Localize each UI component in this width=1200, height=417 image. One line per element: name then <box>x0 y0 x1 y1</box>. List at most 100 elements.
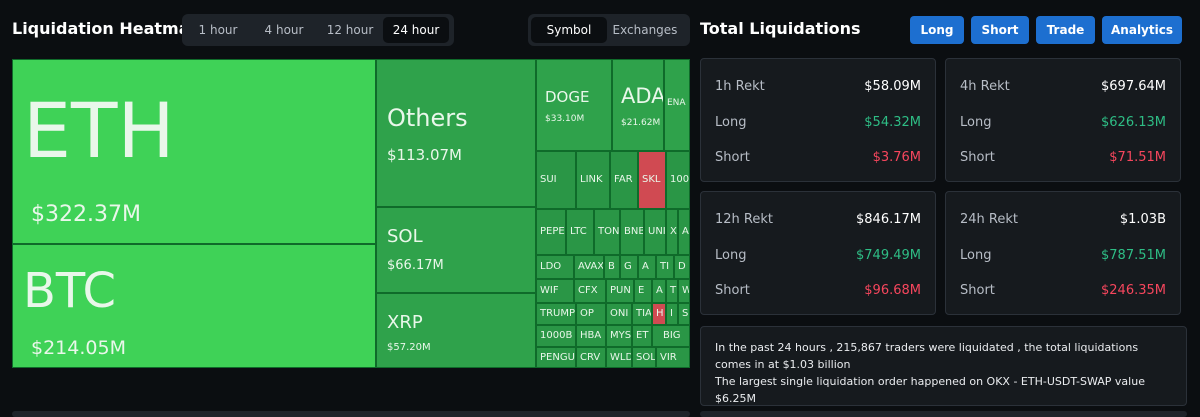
analytics-button[interactable]: Analytics <box>1102 16 1182 44</box>
treemap-cell-g[interactable]: G <box>620 255 638 279</box>
cell-symbol: SOL <box>387 226 423 247</box>
long-button[interactable]: Long <box>910 16 964 44</box>
treemap-cell-s[interactable]: S <box>678 303 690 325</box>
treemap-cell-100[interactable]: 100 <box>666 151 690 209</box>
cell-symbol: LDO <box>540 261 562 272</box>
treemap-cell-doge[interactable]: DOGE $33.10M <box>536 59 612 151</box>
cell-symbol: S <box>682 308 689 319</box>
treemap-cell-a[interactable]: A <box>638 255 656 279</box>
short-label: Short <box>715 150 750 165</box>
cell-symbol: XRP <box>387 312 423 333</box>
total-liquidations-title: Total Liquidations <box>700 19 861 38</box>
treemap-cell-xlm[interactable]: XLM <box>666 209 678 255</box>
treemap-cell-pepe[interactable]: PEPE <box>536 209 566 255</box>
treemap-cell-crv[interactable]: CRV <box>576 347 606 368</box>
treemap-cell-skl[interactable]: SKL <box>638 151 666 209</box>
cell-symbol: TI <box>660 261 670 272</box>
treemap-cell-sol[interactable]: SOL $66.17M <box>376 207 536 293</box>
treemap-cell-a2[interactable]: A <box>652 279 666 303</box>
cell-symbol: OP <box>580 308 594 319</box>
summary-line-2: The largest single liquidation order hap… <box>715 375 1145 405</box>
cell-symbol: CRV <box>580 352 601 363</box>
treemap-cell-ldo[interactable]: LDO <box>536 255 574 279</box>
treemap-cell-e[interactable]: E <box>634 279 652 303</box>
stats-card-title: 4h Rekt <box>960 79 1010 94</box>
treemap-cell-btc[interactable]: BTC $214.05M <box>12 244 376 368</box>
treemap-cell-mys[interactable]: MYS <box>606 325 632 347</box>
treemap-cell-pun[interactable]: PUN <box>606 279 634 303</box>
treemap-cell-link[interactable]: LINK <box>576 151 610 209</box>
treemap-cell-ar[interactable]: AR <box>678 209 690 255</box>
treemap-cell-vir[interactable]: VIR <box>656 347 690 368</box>
treemap-cell-pengu[interactable]: PENGU <box>536 347 576 368</box>
treemap-cell-1000b[interactable]: 1000B <box>536 325 576 347</box>
cell-value: $33.10M <box>545 114 585 124</box>
treemap-cell-sui[interactable]: SUI <box>536 151 576 209</box>
time-option-12h[interactable]: 12 hour <box>326 23 374 37</box>
cell-symbol: AVAX <box>578 261 604 272</box>
cell-symbol: SUI <box>540 174 557 185</box>
treemap-cell-ada[interactable]: ADA $21.62M <box>612 59 664 151</box>
treemap-cell-trump[interactable]: TRUMP <box>536 303 576 325</box>
treemap-cell-far[interactable]: FAR <box>610 151 638 209</box>
treemap-cell-i[interactable]: I <box>666 303 678 325</box>
treemap-cell-ena[interactable]: ENA <box>664 59 690 151</box>
treemap-cell-bnb[interactable]: BNB <box>620 209 644 255</box>
treemap-cell-oni[interactable]: ONI <box>606 303 632 325</box>
short-value: $246.35M <box>1101 283 1166 298</box>
treemap-cell-b[interactable]: B <box>604 255 620 279</box>
treemap-cell-ltc[interactable]: LTC <box>566 209 594 255</box>
stats-total-value: $846.17M <box>856 212 921 227</box>
treemap-cell-ti[interactable]: TI <box>656 255 674 279</box>
treemap-cell-xrp[interactable]: XRP $57.20M <box>376 293 536 368</box>
cell-symbol: 100 <box>670 174 690 185</box>
treemap-cell-d[interactable]: D <box>674 255 690 279</box>
treemap-cell-avax[interactable]: AVAX <box>574 255 604 279</box>
treemap-cell-w[interactable]: W <box>678 279 690 303</box>
cell-symbol: ETH <box>23 86 175 175</box>
treemap-cell-sol-small[interactable]: SOL <box>632 347 656 368</box>
treemap-cell-wif[interactable]: WIF <box>536 279 574 303</box>
treemap-cell-uni[interactable]: UNI <box>644 209 666 255</box>
long-label: Long <box>715 115 747 130</box>
treemap-cell-et[interactable]: ET <box>632 325 652 347</box>
cell-symbol: T <box>670 285 677 296</box>
view-option-symbol[interactable]: Symbol <box>531 17 607 43</box>
long-value: $787.51M <box>1101 248 1166 263</box>
stats-card-title: 24h Rekt <box>960 212 1018 227</box>
treemap-cell-others[interactable]: Others $113.07M <box>376 59 536 207</box>
treemap-cell-eth[interactable]: ETH $322.37M <box>12 59 376 244</box>
cell-symbol: B <box>608 261 615 272</box>
treemap-cell-cfx[interactable]: CFX <box>574 279 606 303</box>
stats-total-value: $697.64M <box>1101 79 1166 94</box>
cell-value: $21.62M <box>621 118 661 128</box>
view-option-exchanges[interactable]: Exchanges <box>612 23 678 37</box>
liquidation-treemap: ETH $322.37M BTC $214.05M Others $113.07… <box>12 59 690 368</box>
time-option-24h[interactable]: 24 hour <box>383 17 449 43</box>
trade-button[interactable]: Trade <box>1036 16 1095 44</box>
treemap-cell-h[interactable]: H <box>652 303 666 325</box>
treemap-cell-t[interactable]: T <box>666 279 678 303</box>
cell-symbol: WIF <box>540 285 559 296</box>
cell-value: $113.07M <box>387 146 462 164</box>
bottom-panel-edge-right <box>700 411 1187 417</box>
treemap-cell-big[interactable]: BIG <box>652 325 690 347</box>
cell-symbol: PUN <box>610 285 631 296</box>
treemap-cell-wld[interactable]: WLD <box>606 347 632 368</box>
cell-symbol: CFX <box>578 285 598 296</box>
treemap-cell-op[interactable]: OP <box>576 303 606 325</box>
long-value: $626.13M <box>1101 115 1166 130</box>
cell-symbol: E <box>638 285 645 296</box>
time-option-4h[interactable]: 4 hour <box>264 23 304 37</box>
treemap-cell-ton[interactable]: TON <box>594 209 620 255</box>
treemap-cell-tia[interactable]: TIA <box>632 303 652 325</box>
view-mode-selector: Symbol Exchanges <box>528 14 690 46</box>
cell-symbol: BNB <box>624 226 644 237</box>
treemap-cell-hba[interactable]: HBA <box>576 325 606 347</box>
cell-value: $66.17M <box>387 258 444 273</box>
cell-symbol: D <box>678 261 686 272</box>
short-button[interactable]: Short <box>971 16 1029 44</box>
short-label: Short <box>960 283 995 298</box>
heatmap-title: Liquidation Heatmap <box>12 19 201 38</box>
time-option-1h[interactable]: 1 hour <box>198 23 238 37</box>
